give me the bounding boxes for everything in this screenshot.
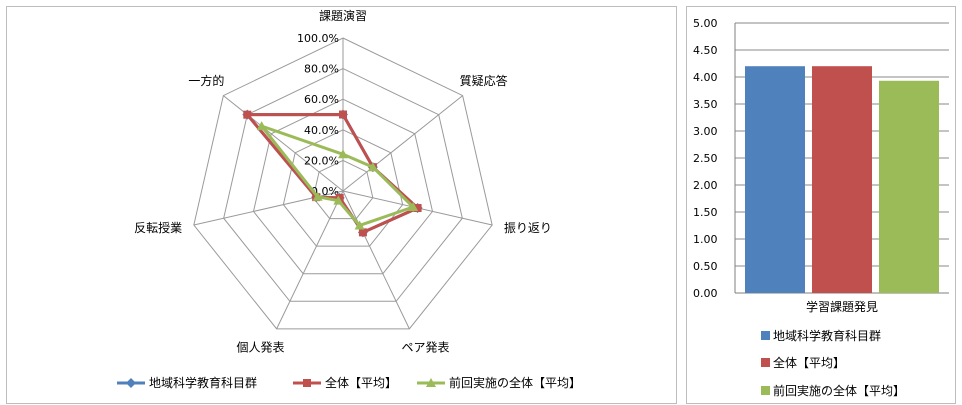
radar-axis-label: 課題演習 [319,8,367,23]
bar-y-tick-label: 4.00 [693,71,718,84]
radar-point [333,195,344,205]
radar-point [256,121,267,131]
radar-tick-label: 60.0% [304,93,339,106]
bar-y-tick-label: 3.50 [693,98,718,111]
radar-grid-ring [223,68,463,302]
radar-chart-panel: 0.0% 20.0% 40.0% 60.0% 80.0% 100.0% 課題演習 質疑応答 振り… [6,6,677,404]
radar-series-line [260,124,415,227]
radar-axis-label: 個人発表 [237,340,285,354]
radar-axis-label: 振り返り [504,221,552,235]
radar-grid-ring [312,159,374,220]
radar-series-3 [256,121,419,230]
radar-spoke [342,190,410,330]
bar-y-tick-label: 3.00 [693,125,718,138]
legend-swatch [761,386,770,395]
legend-label: 前回実施の全体【平均】 [773,383,905,398]
legend-label: 地域科学教育科目群 [149,375,257,390]
bar-chart: 0.00 0.50 1.00 1.50 2.00 2.50 3.00 3.50 4.00 4.50… [693,17,949,398]
bar-1 [745,66,805,293]
radar-axis-label: 質疑応答 [460,73,508,88]
radar-axis-label: ペア発表 [401,340,449,354]
radar-point [335,193,344,202]
bar-chart-panel: 0.00 0.50 1.00 1.50 2.00 2.50 3.00 3.50 4.00 4.50… [686,6,956,404]
radar-tick-label: 100.0% [297,32,339,45]
radar-spoke [223,95,344,192]
bar-y-tick-label: 1.00 [693,233,718,246]
radar-point [126,378,136,388]
bar-y-tick-label: 4.50 [693,44,718,57]
radar-point [358,228,367,237]
bar-series-group [745,66,939,293]
radar-point [413,204,422,213]
radar-grid-ring [252,98,434,275]
bar-y-tick-label: 5.00 [693,17,718,30]
radar-point [338,149,348,159]
radar-point [408,202,419,212]
radar-axis-label: 反転授業 [134,220,182,235]
legend-swatch [761,358,770,367]
bar-category-label: 学習課題発見 [806,299,878,314]
radar-tick-label: 40.0% [304,124,339,137]
radar-grid [193,37,493,330]
radar-grid-ring [282,129,404,247]
radar-point [243,110,252,119]
radar-point [339,110,347,119]
bar-3 [879,80,939,293]
radar-chart: 0.0%20.0%40.0%60.0%80.0%100.0%課題演習質疑応答振り… [117,8,581,390]
legend-swatch [761,331,770,340]
bar-y-tick-label: 1.50 [693,206,718,219]
radar-point [354,220,365,230]
radar-tick-label: 80.0% [304,63,339,76]
radar-grid-ring [193,37,493,330]
bar-y-tick-label: 2.00 [693,179,718,192]
radar-point [312,191,323,201]
radar-tick-label: 20.0% [304,154,339,167]
bar-y-tick-label: 0.00 [693,287,718,300]
radar-axis-label: 一方的 [188,73,224,88]
legend-label: 全体【平均】 [773,355,845,370]
legend-label: 前回実施の全体【平均】 [449,375,581,390]
legend-label: 地域科学教育科目群 [773,328,881,343]
bar-y-tick-label: 0.50 [693,260,718,273]
radar-legend: 地域科学教育科目群 全体【平均】 前回実施の全体【平均】 [117,375,581,390]
legend-label: 全体【平均】 [325,375,397,390]
radar-spoke [342,95,463,192]
radar-point [367,162,378,172]
radar-spoke [276,190,344,330]
radar-point [303,379,311,387]
bar-y-tick-label: 2.50 [693,152,718,165]
bar-2 [812,66,872,293]
radar-point [426,378,436,387]
